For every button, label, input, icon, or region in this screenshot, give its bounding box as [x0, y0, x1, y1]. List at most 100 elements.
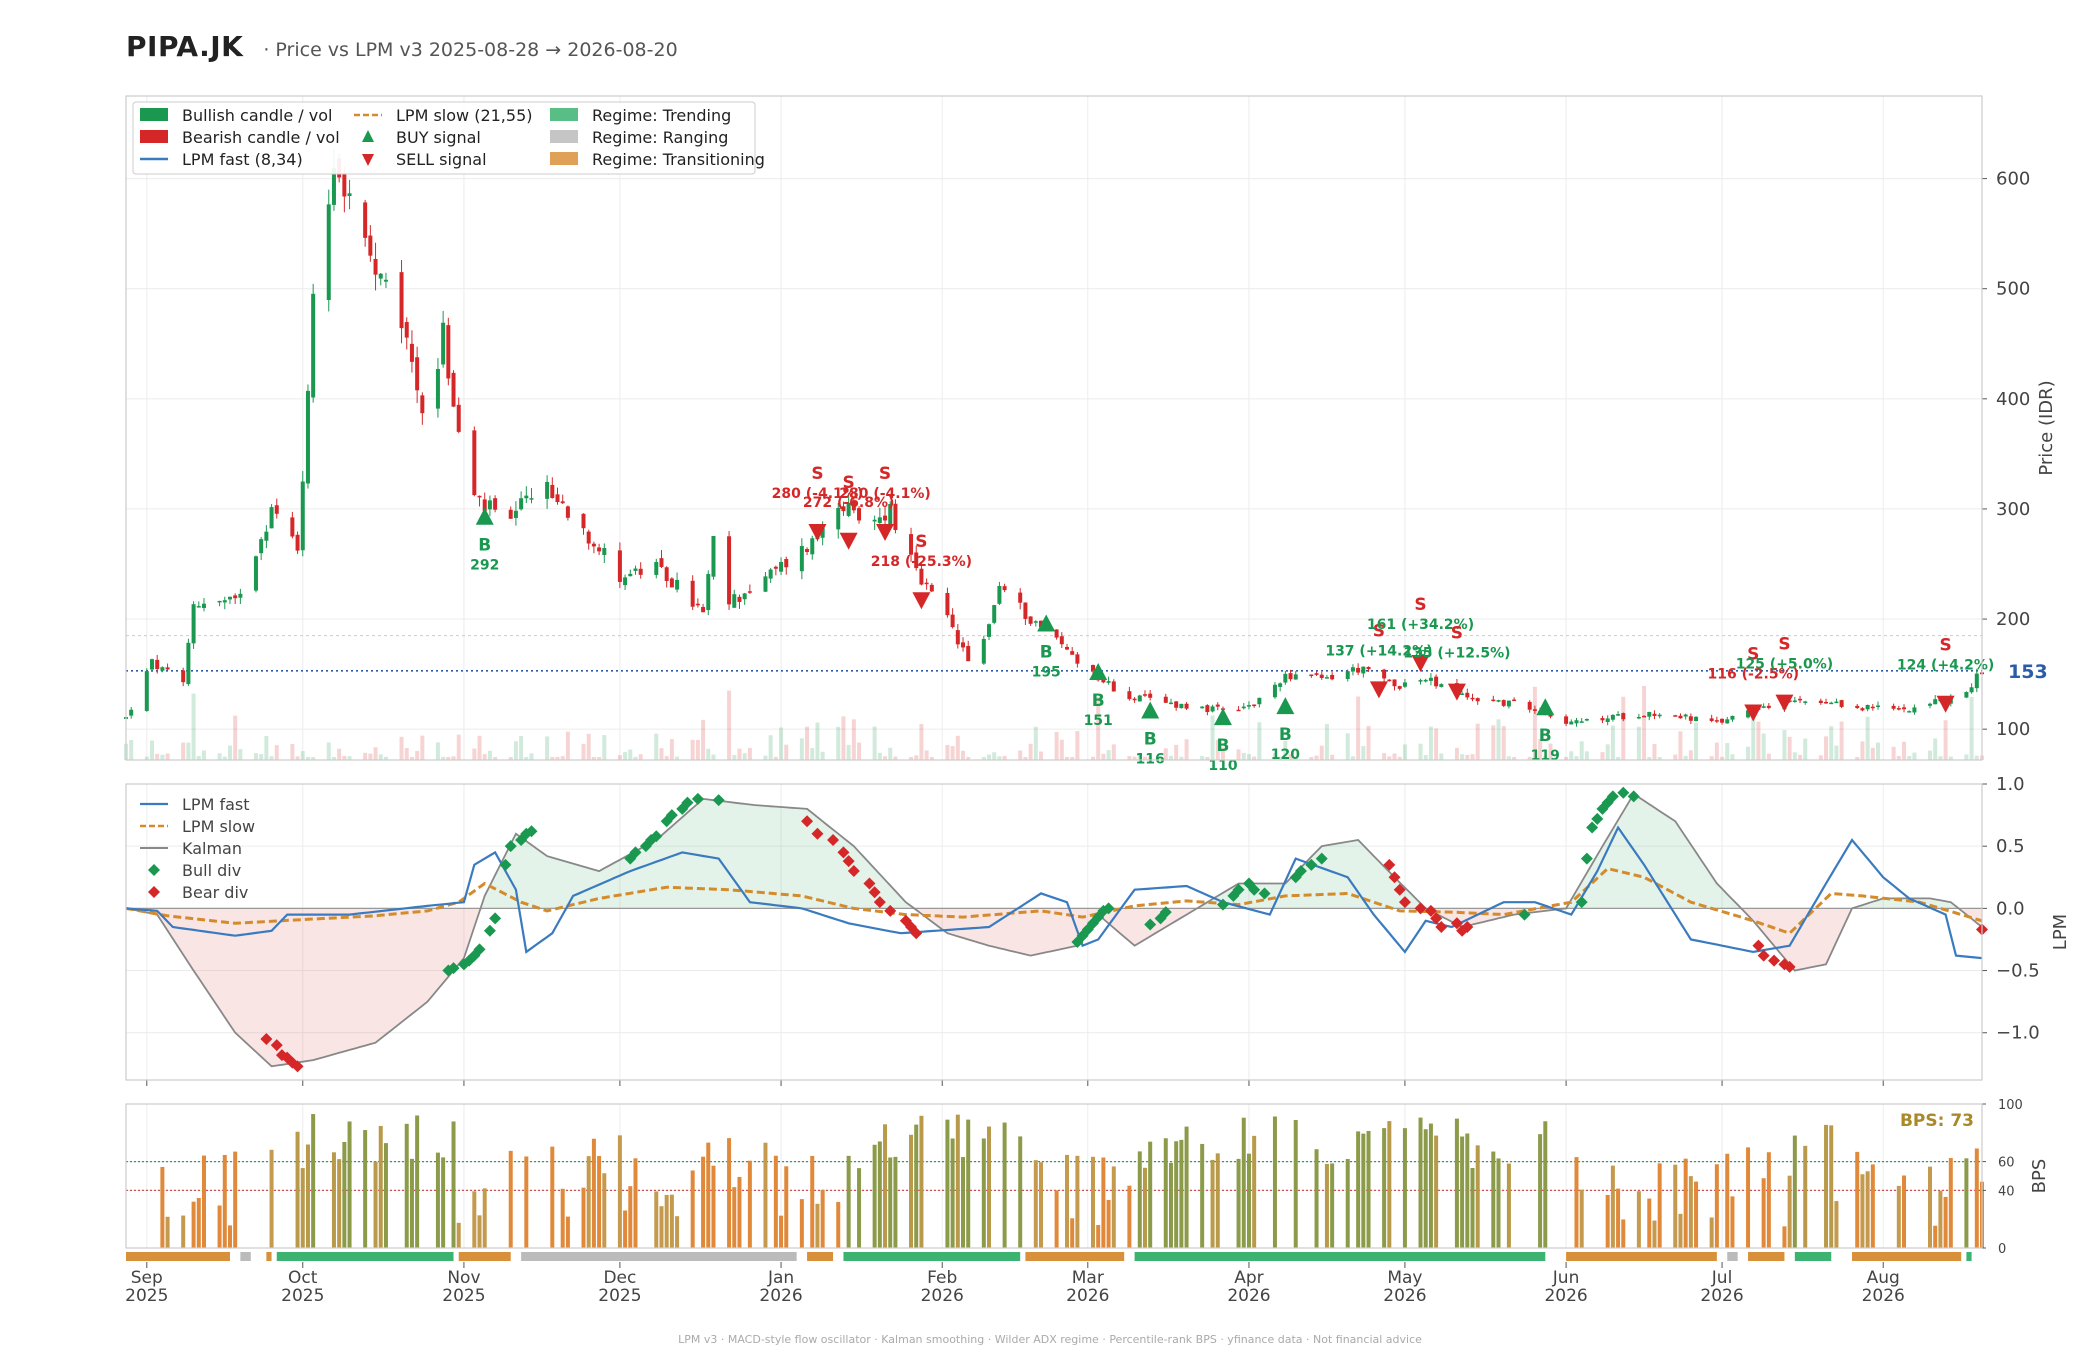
- bps-bar: [1314, 1149, 1319, 1248]
- x-tick-month-label: Oct: [288, 1268, 318, 1288]
- bullish-candle: [529, 498, 534, 500]
- bullish-candle: [1964, 692, 1969, 698]
- bps-bar: [1236, 1158, 1241, 1248]
- bearish-candle: [1090, 664, 1095, 671]
- bps-bar: [1870, 1164, 1875, 1248]
- bps-bar: [1787, 1175, 1792, 1248]
- volume-bar: [1491, 725, 1496, 760]
- bearish-candle: [955, 630, 960, 645]
- volume-bar: [1548, 743, 1553, 760]
- bear-div-marker: [1461, 921, 1474, 934]
- volume-bar: [877, 752, 882, 760]
- bearish-candle: [1163, 696, 1168, 703]
- bullish-candle: [524, 495, 529, 499]
- volume-bar: [924, 750, 929, 760]
- bullish-candle: [435, 368, 440, 409]
- bearish-candle: [1387, 679, 1392, 682]
- bull-div-marker: [499, 858, 512, 871]
- bullish-candle: [1106, 681, 1111, 683]
- bearish-candle: [1070, 651, 1075, 655]
- bearish-candle: [1688, 716, 1693, 721]
- volume-bar: [1350, 756, 1355, 760]
- volume-bar: [529, 753, 534, 760]
- bps-bar: [981, 1138, 986, 1248]
- volume-bar: [1782, 730, 1787, 760]
- sell-signal-value: 280 (-4.1%): [772, 486, 864, 502]
- bullish-candle: [545, 481, 550, 499]
- bps-bar: [711, 1165, 716, 1248]
- bearish-candle: [1501, 700, 1506, 706]
- bearish-candle: [165, 667, 170, 670]
- bullish-candle: [1933, 699, 1938, 705]
- bullish-candle: [1423, 679, 1428, 682]
- volume-bar: [961, 750, 966, 760]
- bullish-candle: [1792, 700, 1797, 702]
- volume-bar: [1028, 743, 1033, 760]
- bullish-candle: [383, 279, 388, 282]
- lpm-tick-label: −0.5: [1996, 961, 2040, 982]
- legend-label: Regime: Ranging: [592, 128, 728, 147]
- volume-bar: [227, 745, 232, 760]
- volume-bar: [264, 735, 269, 760]
- volume-bar: [623, 752, 628, 760]
- sell-signal-value: 137 (+14.2%): [1325, 643, 1432, 659]
- lpm-y-axis-label: LPM: [2050, 914, 2071, 950]
- volume-bar: [1293, 756, 1298, 760]
- legend-label: Bullish candle / vol: [182, 106, 332, 125]
- bull-div-marker: [691, 792, 704, 805]
- bullish-candle: [1324, 677, 1329, 679]
- bearish-candle: [493, 498, 498, 510]
- bps-bar: [654, 1191, 659, 1248]
- sell-signal-marker: [808, 523, 827, 541]
- bullish-candle: [1647, 711, 1652, 717]
- bearish-candle: [617, 550, 622, 582]
- bps-bar: [945, 1119, 950, 1248]
- volume-bar: [1600, 752, 1605, 760]
- legend-swatch: [362, 154, 374, 166]
- buy-signal-marker: [1276, 697, 1295, 715]
- bps-bar: [1101, 1157, 1106, 1248]
- volume-bar: [784, 744, 789, 760]
- volume-bar: [1241, 752, 1246, 760]
- volume-bar: [1070, 756, 1075, 760]
- bearish-candle: [1127, 691, 1132, 700]
- volume-bar: [191, 693, 196, 760]
- bps-bar: [727, 1138, 732, 1248]
- bullish-candle: [1200, 706, 1205, 709]
- bps-bar: [363, 1130, 368, 1248]
- bearish-candle: [1142, 694, 1147, 696]
- volume-bar: [1205, 756, 1210, 760]
- volume-bar: [706, 748, 711, 760]
- volume-bar: [1278, 756, 1283, 760]
- bull-div-marker: [1591, 812, 1604, 825]
- volume-bar: [472, 748, 477, 760]
- bear-div-marker: [1768, 954, 1781, 967]
- bullish-candle: [191, 604, 196, 644]
- regime-strip-transitioning: [266, 1252, 272, 1261]
- price-tick-label: 400: [1996, 389, 2030, 410]
- volume-bar: [992, 752, 997, 760]
- volume-bar: [295, 756, 300, 760]
- bps-bar: [836, 1201, 841, 1248]
- bull-div-marker: [1580, 852, 1593, 865]
- bullish-candle: [264, 531, 269, 541]
- volume-bar: [732, 755, 737, 760]
- volume-bar: [1657, 756, 1662, 760]
- regime-strip-trending: [1794, 1252, 1832, 1261]
- bullish-candle: [1345, 671, 1350, 679]
- bullish-candle: [487, 500, 492, 510]
- bear-div-marker: [868, 886, 881, 899]
- bearish-candle: [1709, 718, 1714, 721]
- volume-bar: [259, 754, 264, 760]
- regime-strip-transitioning: [1852, 1252, 1962, 1261]
- bull-div-marker: [1315, 852, 1328, 865]
- bps-bar: [1746, 1147, 1751, 1248]
- bps-bar: [597, 1156, 602, 1248]
- x-tick-month-label: May: [1387, 1268, 1422, 1288]
- bps-bar: [217, 1205, 222, 1248]
- bullish-candle: [1761, 706, 1766, 708]
- bps-bar: [1460, 1136, 1465, 1248]
- bps-bar: [961, 1157, 966, 1248]
- bullish-candle: [326, 204, 331, 300]
